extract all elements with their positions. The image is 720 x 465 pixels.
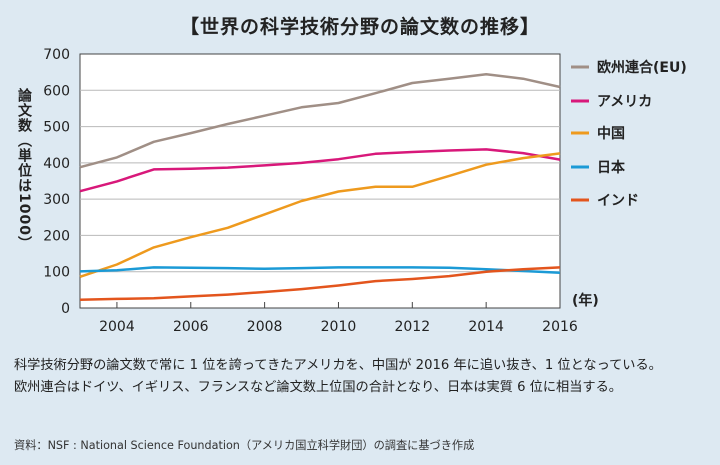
y-tick-label-500: 500 — [43, 120, 70, 136]
x-tick-label-2010: 2010 — [321, 319, 357, 335]
legend-label-1: アメリカ — [597, 94, 652, 110]
y-axis-label: 論文数（単位は1000） — [16, 88, 32, 251]
source-note: 資料：NSF : National Science Foundation（アメリ… — [14, 439, 475, 452]
y-tick-label-100: 100 — [43, 265, 70, 281]
series-line-0 — [79, 73, 561, 169]
legend-label-3: 日本 — [597, 159, 626, 176]
y-tick-label-300: 300 — [43, 192, 70, 208]
legend-label-2: 中国 — [597, 125, 625, 142]
legend-label-4: インド — [597, 193, 639, 209]
y-tick-label-700: 700 — [43, 47, 70, 63]
plot-area — [79, 53, 561, 309]
series-line-3 — [79, 266, 561, 275]
page-title: 【世界の科学技術分野の論文数の推移】 — [179, 16, 540, 38]
legend-label-0: 欧州連合(EU) — [597, 59, 687, 76]
x-tick-label-2004: 2004 — [99, 319, 135, 335]
x-axis-label: (年) — [572, 292, 599, 309]
y-tick-label-400: 400 — [43, 156, 70, 172]
x-tick-label-2006: 2006 — [173, 319, 209, 335]
caption-line-1: 科学技術分野の論文数で常に 1 位を誇ってきたアメリカを、中国が 2016 年に… — [14, 358, 662, 373]
x-tick-label-2012: 2012 — [394, 319, 430, 335]
x-tick-label-2008: 2008 — [247, 319, 283, 335]
y-tick-label-600: 600 — [43, 83, 70, 99]
y-tick-label-0: 0 — [61, 301, 70, 317]
series-line-2 — [79, 152, 561, 278]
series-line-4 — [79, 266, 561, 301]
caption-line-2: 欧州連合はドイツ、イギリス、フランスなど論文数上位国の合計となり、日本は実質 6… — [14, 380, 622, 395]
x-tick-label-2014: 2014 — [468, 319, 504, 335]
line-chart: 0 100 200 300 400 500 600 700 2004 2006 2008 2010 2… — [43, 47, 687, 335]
y-tick-label-200: 200 — [43, 228, 70, 244]
series-line-1 — [79, 148, 561, 193]
x-tick-label-2016: 2016 — [542, 319, 578, 335]
